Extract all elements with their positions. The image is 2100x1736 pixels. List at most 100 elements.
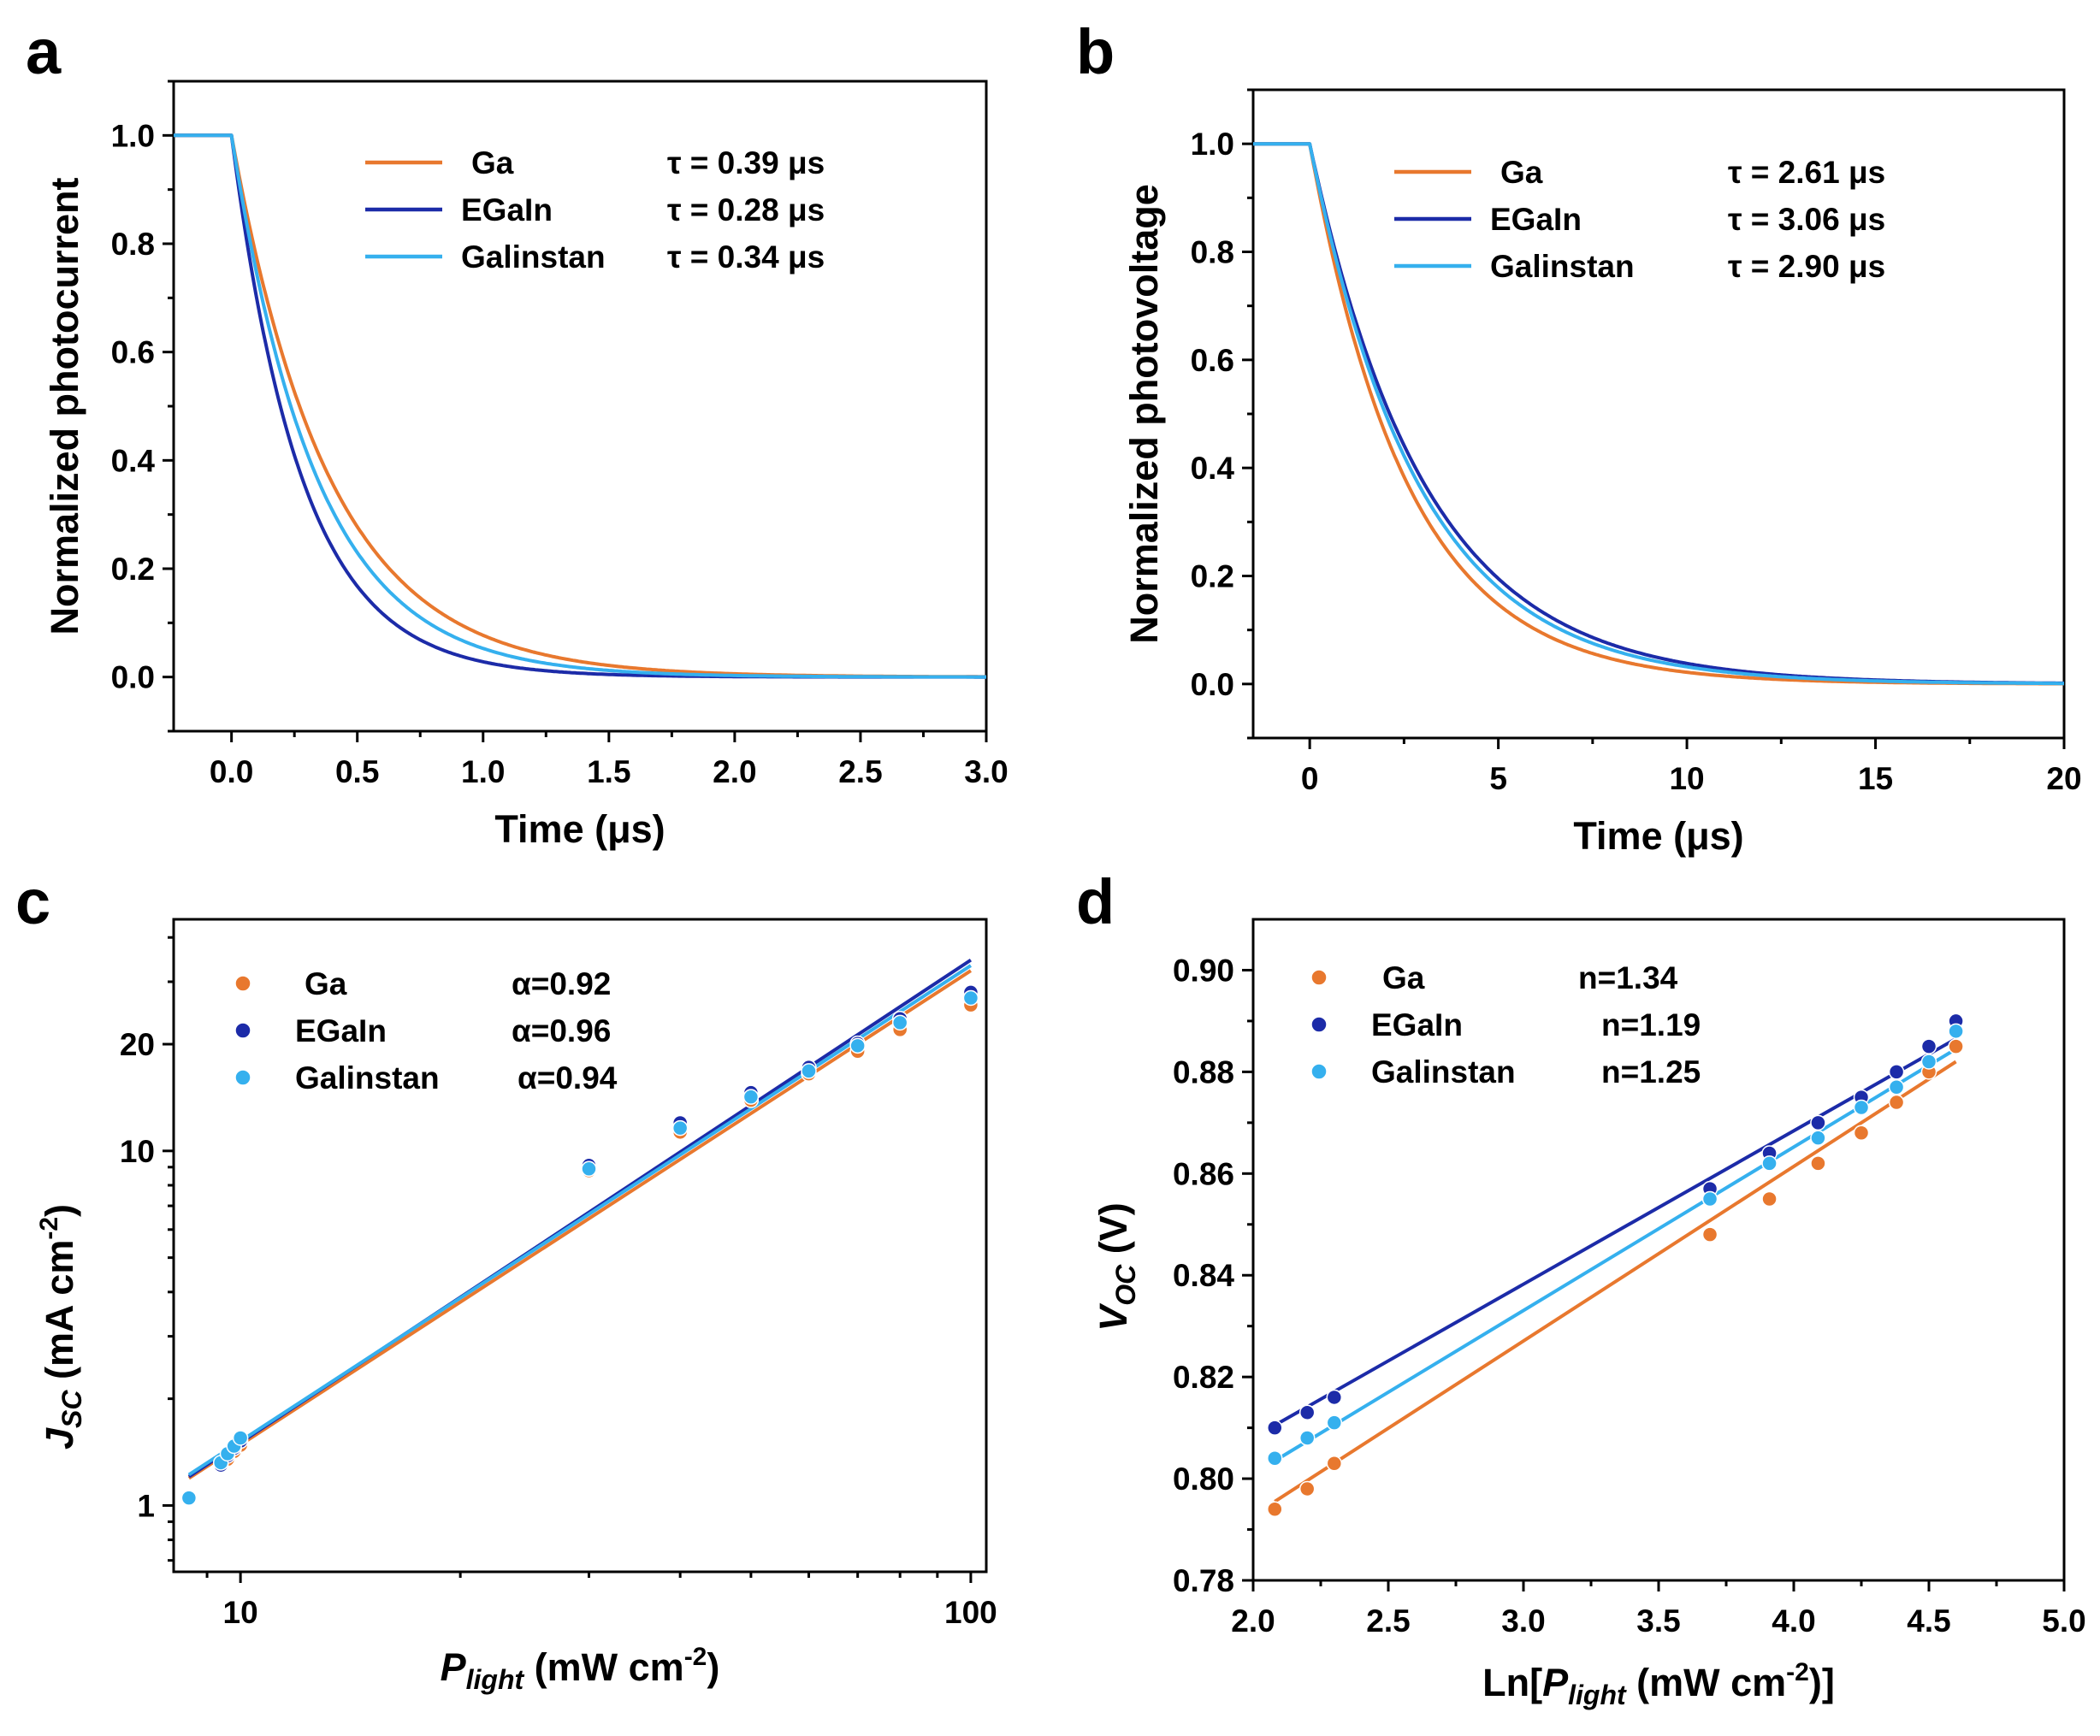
- legend-alpha: α=0.92: [512, 966, 611, 1001]
- legend-label: Galinstan: [1490, 249, 1635, 284]
- x-label-symbol: P: [441, 1645, 467, 1689]
- legend-tau: τ = 3.06 μs: [1728, 202, 1885, 237]
- y-tick-label: 0.88: [1173, 1054, 1234, 1089]
- legend-tau: τ = 0.28 μs: [667, 192, 825, 227]
- y-label-superscript: -2: [35, 1217, 63, 1240]
- legend-alpha: α=0.94: [518, 1060, 618, 1095]
- x-label-end: )]: [1809, 1661, 1835, 1704]
- data-point-galinstan: [581, 1160, 597, 1178]
- x-tick-label: 10: [1669, 761, 1704, 796]
- y-tick-label: 0.6: [111, 335, 155, 370]
- x-tick-label: 1.0: [461, 754, 505, 789]
- x-tick-label: 10: [223, 1595, 258, 1630]
- data-point-egain: [1810, 1114, 1826, 1131]
- y-tick-label: 0.4: [111, 443, 156, 478]
- x-tick-label: 0: [1301, 761, 1319, 796]
- y-tick-label: 0.8: [111, 227, 155, 262]
- decay-curve-ga: [174, 133, 986, 679]
- legend-marker-galinstan: [1310, 1063, 1328, 1080]
- decay-curve-ga: [1253, 142, 2064, 686]
- legend-marker-ga: [234, 975, 251, 992]
- legend-marker-ga: [1310, 969, 1328, 986]
- y-label-subscript: SC: [56, 1390, 87, 1428]
- y-axis-label: JSC (mA cm-2): [35, 1204, 87, 1450]
- data-point-egain: [1267, 1420, 1283, 1436]
- legend-n: n=1.25: [1601, 1054, 1701, 1089]
- y-label-unit: (mA cm: [38, 1240, 81, 1391]
- data-point-galinstan: [801, 1063, 817, 1079]
- plot-frame-c: [172, 918, 988, 1574]
- x-label-subscript: light: [1568, 1680, 1627, 1710]
- legend-n: n=1.34: [1578, 960, 1678, 995]
- y-label-symbol: V: [1091, 1302, 1135, 1332]
- legend-label: Ga: [471, 145, 514, 180]
- legend-alpha: α=0.96: [512, 1013, 611, 1048]
- legend-label: Ga: [305, 966, 347, 1001]
- legend-label: EGaIn: [1371, 1007, 1463, 1042]
- y-axis-label: Normalized photovoltage: [1122, 184, 1166, 644]
- data-point-ga: [1701, 1226, 1718, 1243]
- x-label-superscript: -2: [1786, 1658, 1809, 1686]
- data-point-galinstan: [1701, 1190, 1718, 1208]
- data-point-ga: [1761, 1190, 1778, 1208]
- legend-label: Galinstan: [1371, 1054, 1516, 1089]
- legend-label: EGaIn: [295, 1013, 387, 1048]
- data-point-galinstan: [180, 1490, 198, 1506]
- data-point-egain: [1888, 1064, 1905, 1080]
- data-point-galinstan: [671, 1119, 689, 1137]
- decay-curve-egain: [1253, 142, 2064, 685]
- data-point-galinstan: [1298, 1430, 1316, 1446]
- y-tick-label: 0.2: [1191, 559, 1234, 594]
- x-tick-label: 0.0: [210, 754, 253, 789]
- y-tick-label: 0.80: [1173, 1461, 1234, 1497]
- data-point-egain: [1298, 1404, 1316, 1421]
- legend-label: EGaIn: [1490, 202, 1582, 237]
- legend-label: Galinstan: [295, 1060, 440, 1095]
- y-tick-label: 0.2: [111, 552, 155, 587]
- data-point-ga: [1948, 1038, 1964, 1054]
- x-label-superscript: -2: [684, 1643, 707, 1671]
- x-label-subscript: light: [466, 1664, 525, 1695]
- y-tick-label: 0.8: [1191, 235, 1234, 270]
- decay-curve-egain: [174, 133, 986, 679]
- x-axis-label: Ln[Plight (mW cm-2)]: [1482, 1658, 1835, 1710]
- legend-tau: τ = 2.90 μs: [1728, 249, 1885, 284]
- data-point-galinstan: [1761, 1155, 1778, 1172]
- data-point-egain: [1326, 1389, 1343, 1406]
- x-tick-label: 4.0: [1772, 1603, 1815, 1639]
- x-tick-label: 2.5: [838, 754, 882, 789]
- data-point-egain: [1920, 1038, 1937, 1054]
- legend-label: EGaIn: [461, 192, 553, 227]
- y-tick-label: 20: [120, 1027, 155, 1062]
- x-tick-label: 5.0: [2042, 1603, 2085, 1639]
- x-tick-label: 100: [944, 1595, 997, 1630]
- y-axis-label: VOC (V): [1091, 1202, 1141, 1332]
- data-point-ga: [1298, 1480, 1316, 1497]
- data-point-galinstan: [742, 1089, 760, 1105]
- y-label-subscript: OC: [1110, 1264, 1141, 1306]
- x-axis-label: Plight (mW cm-2): [441, 1643, 720, 1695]
- x-label-unit: (mW cm: [1626, 1661, 1787, 1704]
- y-tick-label: 1.0: [1191, 127, 1234, 162]
- plot-frame-b: [1251, 88, 2066, 740]
- x-label-unit: (mW cm: [524, 1645, 684, 1689]
- data-point-galinstan: [962, 989, 979, 1007]
- x-tick-label: 3.0: [964, 754, 1008, 789]
- legend-label: Ga: [1500, 155, 1543, 190]
- y-tick-label: 0.78: [1173, 1563, 1234, 1598]
- legend-tau: τ = 0.39 μs: [667, 145, 825, 180]
- panel-label-b: b: [1076, 16, 1115, 87]
- panel-label-a: a: [26, 16, 62, 87]
- legend-tau: τ = 0.34 μs: [667, 239, 825, 275]
- data-point-galinstan: [891, 1014, 908, 1031]
- x-tick-label: 2.0: [713, 754, 756, 789]
- data-point-galinstan: [1326, 1414, 1343, 1431]
- y-tick-label: 0.86: [1173, 1156, 1234, 1191]
- legend-label: Galinstan: [461, 239, 606, 275]
- decay-curve-galinstan: [174, 133, 986, 679]
- x-tick-label: 3.0: [1501, 1603, 1545, 1639]
- x-label-symbol: P: [1542, 1661, 1569, 1704]
- data-point-ga: [1853, 1125, 1870, 1141]
- plot-frame-a: [172, 80, 988, 733]
- legend-n: n=1.19: [1601, 1007, 1701, 1042]
